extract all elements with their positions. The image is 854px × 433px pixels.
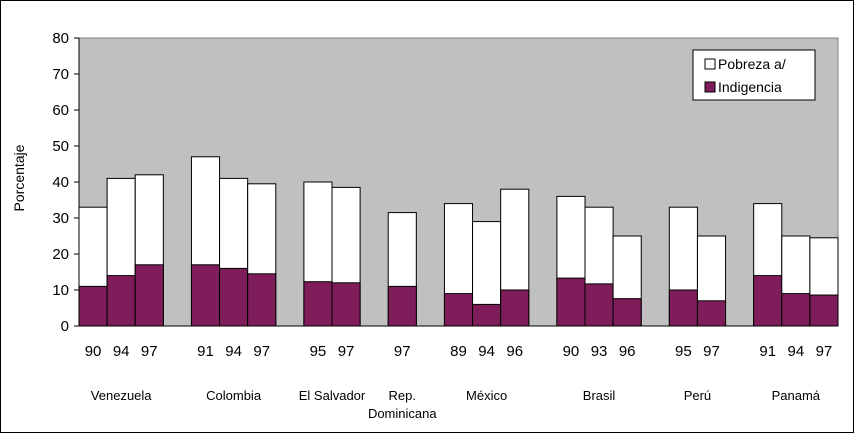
bars-layer <box>78 156 839 327</box>
y-tick-label: 40 <box>52 174 69 191</box>
legend-swatch-pobreza <box>704 58 716 70</box>
bar-indigencia <box>809 294 839 327</box>
y-tick-label: 10 <box>52 282 69 299</box>
y-tick-label: 70 <box>52 66 69 83</box>
x-tick-label-year: 97 <box>141 343 158 360</box>
bar-indigencia <box>331 282 361 327</box>
bar-indigencia <box>134 264 164 327</box>
bar-indigencia <box>219 267 249 327</box>
bar-indigencia <box>443 293 474 327</box>
x-tick-label-year: 93 <box>591 343 608 360</box>
x-tick-label-year: 94 <box>787 343 804 360</box>
bar-indigencia <box>612 298 642 327</box>
x-tick-label-year: 94 <box>225 343 242 360</box>
bar-indigencia <box>78 285 108 327</box>
x-tick-label-year: 97 <box>253 343 270 360</box>
x-tick-label-year: 96 <box>506 343 523 360</box>
bar-indigencia <box>668 289 698 327</box>
bar-indigencia <box>500 289 530 327</box>
axes-layer: 0 10 20 30 40 50 60 70 80 90 94 97 Venezuela 91 94 97 Co… <box>52 30 838 421</box>
x-tick-label-year: 94 <box>113 343 130 360</box>
legend-label-pobreza: Pobreza a/ <box>718 56 786 72</box>
x-group-label: Panamá <box>772 388 821 403</box>
x-tick-label-year: 89 <box>450 343 467 360</box>
bar-indigencia <box>584 283 614 327</box>
x-tick-label-year: 91 <box>759 343 776 360</box>
legend: Pobreza a/ Indigencia <box>692 49 816 101</box>
x-tick-label-year: 97 <box>394 343 411 360</box>
bar-indigencia <box>781 293 811 327</box>
y-tick-label: 20 <box>52 246 69 263</box>
x-tick-label-year: 97 <box>338 343 355 360</box>
bar-indigencia <box>106 275 136 327</box>
bar-indigencia <box>753 275 783 327</box>
x-group-label: Colombia <box>206 388 262 403</box>
x-group-label: Brasil <box>583 388 616 403</box>
x-tick-label-year: 97 <box>816 343 833 360</box>
y-tick-label: 0 <box>61 318 69 335</box>
x-group-label: Dominicana <box>368 406 437 421</box>
y-tick-label: 30 <box>52 210 69 227</box>
bar-indigencia <box>556 277 586 327</box>
x-group-label: Rep. <box>389 388 416 403</box>
bar-indigencia <box>190 264 221 327</box>
bar-indigencia <box>472 303 502 327</box>
x-tick-label-year: 90 <box>563 343 580 360</box>
x-tick-label-year: 97 <box>703 343 720 360</box>
bar-indigencia <box>247 273 277 327</box>
x-tick-label-year: 94 <box>478 343 495 360</box>
y-tick-label: 60 <box>52 102 69 119</box>
x-tick-label-year: 91 <box>197 343 214 360</box>
legend-label-indigencia: Indigencia <box>718 79 782 95</box>
y-axis-label: Porcentaje <box>11 144 27 211</box>
bar-indigencia <box>696 300 727 327</box>
x-group-label: México <box>466 388 507 403</box>
y-tick-label: 50 <box>52 138 69 155</box>
x-group-label: Perú <box>684 388 711 403</box>
x-tick-label-year: 90 <box>85 343 102 360</box>
x-tick-label-year: 95 <box>675 343 692 360</box>
bar-indigencia <box>303 281 333 327</box>
x-tick-label-year: 95 <box>310 343 327 360</box>
x-tick-label-year: 96 <box>619 343 636 360</box>
x-group-label: Venezuela <box>91 388 152 403</box>
x-group-label: El Salvador <box>299 388 366 403</box>
legend-swatch-indigencia <box>704 81 716 93</box>
y-tick-label: 80 <box>52 30 69 47</box>
bar-indigencia <box>387 285 417 327</box>
